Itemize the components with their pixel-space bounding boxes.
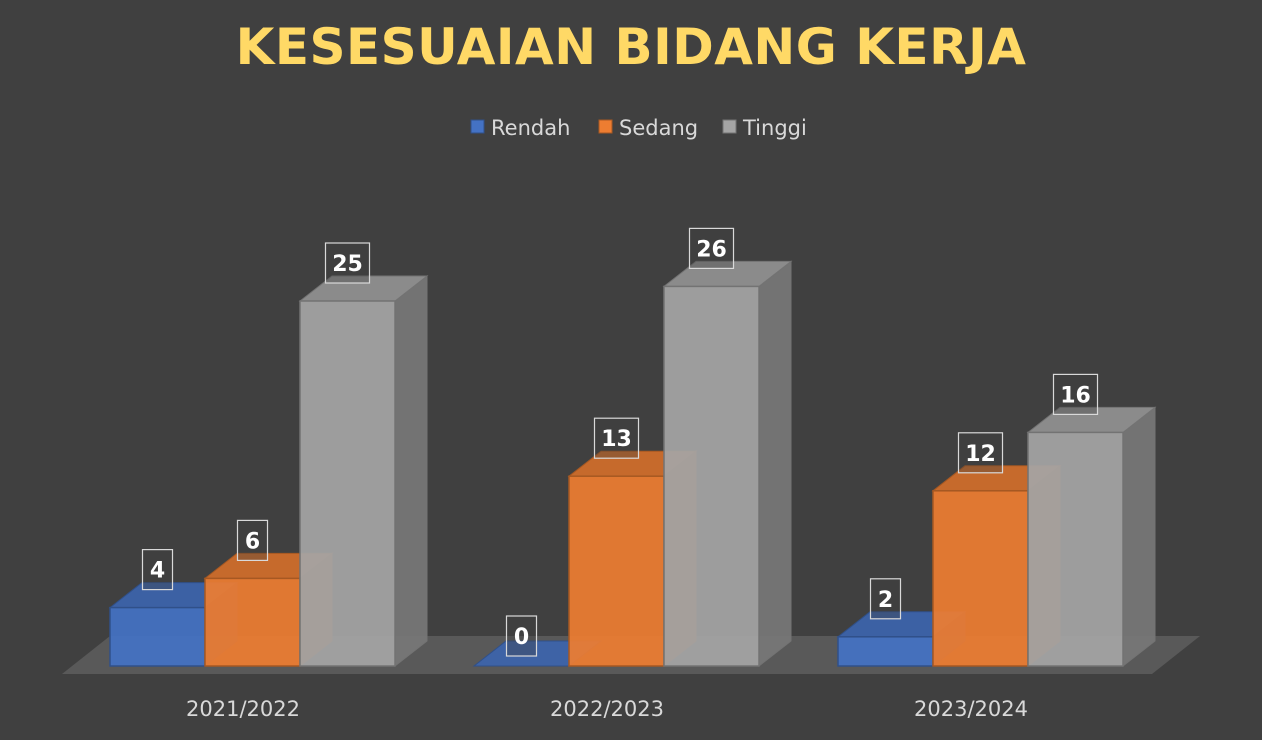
category-label: 2021/2022 [186,697,300,721]
legend-item-sedang: Sedang [598,116,698,140]
bar-front-face [204,577,301,667]
data-label-text: 16 [1060,383,1091,408]
legend-item-tinggi: Tinggi [722,116,807,140]
data-label-box [869,578,902,620]
bar-tinggi-1 [298,274,429,668]
data-label-text: 12 [965,442,996,467]
data-label-box [593,417,640,459]
bar-front-face [109,606,206,667]
legend-label: Tinggi [742,116,807,140]
data-label-box [505,615,538,657]
data-label-text: 26 [696,237,727,262]
bar-side-face [394,274,428,668]
bar-front-face [663,285,760,667]
data-label-tinggi-1: 25 [324,242,371,284]
chart-title: KESESUAIAN BIDANG KERJA [235,18,1027,76]
data-label-box [141,548,174,591]
data-label-text: 6 [245,529,260,554]
legend-label: Rendah [491,116,570,140]
legend: Rendah Sedang Tinggi [470,116,807,140]
bar-front-face [568,475,665,667]
data-label-text: 2 [878,588,893,613]
bar-side-face [1122,406,1156,668]
bar-front-face [932,490,1029,667]
data-label-rendah-2: 0 [505,615,538,657]
data-labels-group: 4 6 25 0 13 26 2 12 16 [141,227,1099,657]
bar-front-face [299,300,396,667]
bar-front-face [837,636,934,667]
data-label-text: 4 [150,559,165,584]
data-label-box [688,227,735,269]
data-label-box [1052,373,1099,415]
category-label: 2022/2023 [550,697,664,721]
bar-tinggi-2 [662,260,793,668]
data-label-text: 25 [332,252,363,277]
data-label-box [324,242,371,284]
data-label-rendah-3: 2 [869,578,902,620]
bar-tinggi-3 [1026,406,1157,668]
data-label-sedang-2: 13 [593,417,640,459]
bar-side-face [758,260,792,668]
bars-group [108,260,1157,668]
data-label-box [957,432,1004,474]
data-label-rendah-1: 4 [141,548,174,591]
data-label-text: 13 [601,427,632,452]
data-label-text: 0 [514,625,529,650]
legend-swatch [722,119,737,134]
bar-front-face [1027,431,1124,667]
data-label-sedang-3: 12 [957,432,1004,474]
legend-label: Sedang [619,116,698,140]
category-axis: 2021/2022 2022/2023 2023/2024 [186,697,1028,721]
legend-item-rendah: Rendah [470,116,570,140]
data-label-sedang-1: 6 [236,519,269,562]
legend-swatch [598,119,613,134]
data-label-box [236,519,269,562]
legend-swatch [470,119,485,134]
data-label-tinggi-2: 26 [688,227,735,269]
data-label-tinggi-3: 16 [1052,373,1099,415]
category-label: 2023/2024 [914,697,1028,721]
